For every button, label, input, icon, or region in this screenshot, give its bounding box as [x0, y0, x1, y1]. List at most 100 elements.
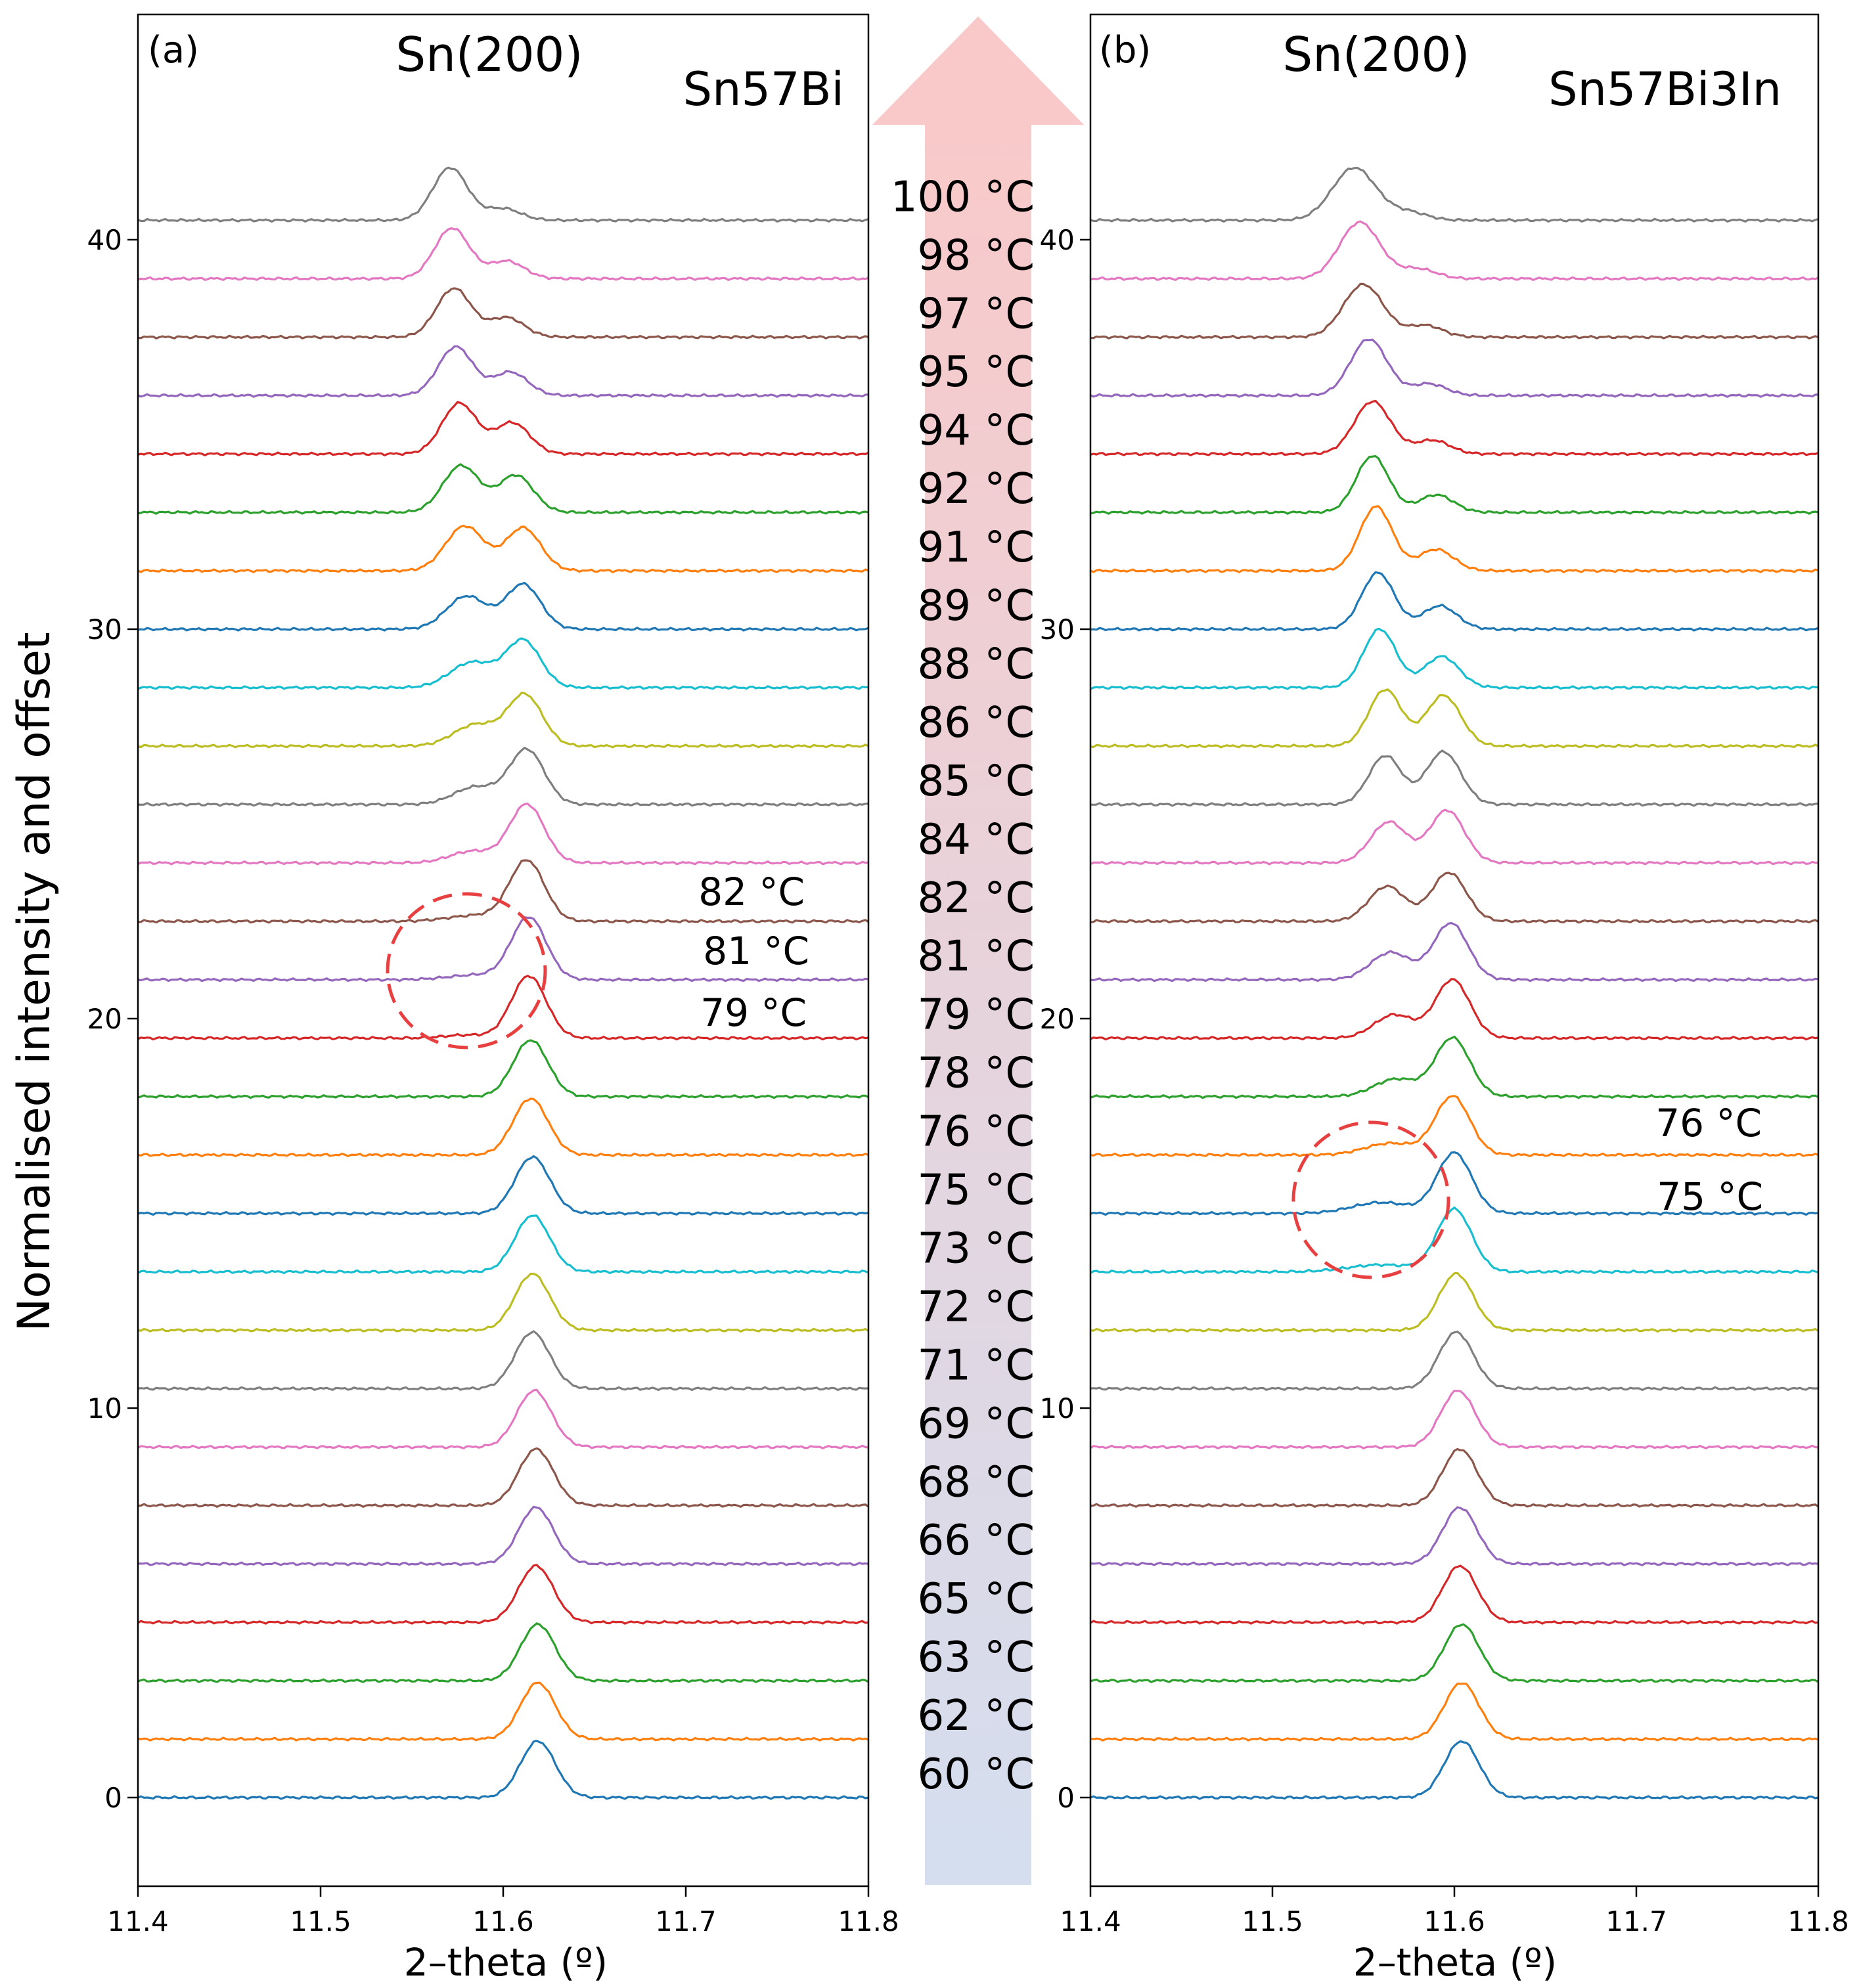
y-axis-label: Normalised intensity and offset — [9, 632, 60, 1331]
panel-b-series-62C — [1090, 1682, 1819, 1742]
panel-b-series-72C — [1090, 1271, 1819, 1333]
panel-a-xlabel: 2–theta (º) — [404, 1940, 608, 1985]
panel-a-series-68C — [137, 1447, 869, 1508]
panel-a-series-92C — [137, 463, 869, 515]
panel-a-annotation-82: 82 °C — [698, 870, 805, 914]
panel-a-series-88C — [137, 637, 869, 690]
panel-a-series-60C — [137, 1739, 869, 1800]
panel-a-series-79C — [137, 975, 869, 1041]
y-tick-label: 10 — [1040, 1392, 1075, 1425]
panel-b-series-89C — [1090, 571, 1819, 632]
temperature-label: 73 °C — [918, 1224, 1035, 1273]
temperature-label: 62 °C — [918, 1692, 1035, 1740]
panel-b-series-98C — [1090, 220, 1819, 281]
temperature-label: 71 °C — [918, 1341, 1035, 1390]
panel-a-sample-label: Sn57Bi — [683, 62, 844, 116]
panel-b-label: (b) — [1099, 29, 1151, 72]
panel-a-series-84C — [137, 803, 869, 866]
panel-a-series-65C — [137, 1564, 869, 1625]
panel-a-series-98C — [137, 227, 869, 281]
panel-a-series-91C — [137, 524, 869, 573]
temperature-label: 79 °C — [918, 991, 1035, 1040]
temperature-label: 68 °C — [918, 1458, 1035, 1507]
x-tick-label: 11.5 — [1242, 1905, 1303, 1937]
temperature-label: 72 °C — [918, 1283, 1035, 1331]
x-tick-label: 11.5 — [290, 1905, 351, 1937]
panel-a-series-89C — [137, 581, 869, 632]
panel-a-label: (a) — [148, 29, 199, 72]
panel-b-series-71C — [1090, 1331, 1819, 1391]
panel-b-series-69C — [1090, 1390, 1819, 1449]
temperature-label: 100 °C — [891, 173, 1035, 221]
panel-b-series-92C — [1090, 455, 1819, 515]
temperature-label: 82 °C — [918, 874, 1035, 923]
panel-b-series-63C — [1090, 1623, 1819, 1683]
panel-a-series-73C — [137, 1214, 869, 1275]
panel-b-series-65C — [1090, 1564, 1819, 1625]
panel-a-series-78C — [137, 1039, 869, 1099]
panel-b: 11.4 11.5 11.6 11.7 11.8 0 10 20 30 40 (b) Sn(200… — [1040, 13, 1849, 1985]
temperature-label: 69 °C — [918, 1400, 1035, 1448]
y-tick-label: 10 — [87, 1392, 122, 1425]
panel-b-series-100C — [1090, 166, 1819, 223]
temperature-label: 81 °C — [918, 933, 1035, 981]
temperature-label: 66 °C — [918, 1516, 1035, 1565]
panel-b-series-73C — [1090, 1206, 1819, 1275]
x-tick-label: 11.4 — [1060, 1905, 1121, 1937]
panel-b-axes: 11.4 11.5 11.6 11.7 11.8 0 10 20 30 40 — [1040, 13, 1849, 1937]
temperature-labels: 100 °C 98 °C 97 °C 95 °C 94 °C 92 °C 91 °C 89 °… — [891, 173, 1035, 1799]
y-tick-label: 20 — [1040, 1003, 1075, 1035]
panel-b-series-94C — [1090, 399, 1819, 456]
temperature-label: 85 °C — [918, 757, 1035, 806]
panel-a-annotation-81: 81 °C — [703, 929, 809, 973]
temperature-label: 89 °C — [918, 582, 1035, 630]
panel-b-series-76C — [1090, 1095, 1819, 1158]
y-tick-label: 0 — [104, 1782, 122, 1814]
panel-a-highlight-circle — [386, 892, 547, 1049]
panel-a-series-95C — [137, 345, 869, 398]
temperature-label: 97 °C — [918, 290, 1035, 338]
panel-a-series-62C — [137, 1681, 869, 1742]
temperature-label: 98 °C — [918, 231, 1035, 280]
panel-b-series-95C — [1090, 338, 1819, 398]
temperature-label: 75 °C — [918, 1166, 1035, 1215]
x-tick-label: 11.8 — [1787, 1905, 1849, 1937]
panel-b-sample-label: Sn57Bi3In — [1548, 62, 1782, 116]
y-tick-label: 20 — [87, 1003, 122, 1035]
panel-b-series-86C — [1090, 688, 1819, 749]
arrow-shaft — [925, 125, 1031, 1885]
panel-a-series-66C — [137, 1505, 869, 1566]
x-tick-label: 11.7 — [1605, 1905, 1667, 1937]
panel-b-series-78C — [1090, 1035, 1819, 1099]
panel-b-xlabel: 2–theta (º) — [1353, 1940, 1557, 1985]
panel-a-series-86C — [137, 692, 869, 749]
temperature-label: 95 °C — [918, 348, 1035, 397]
x-tick-label: 11.7 — [655, 1905, 717, 1937]
panel-b-series — [1090, 166, 1819, 1800]
y-tick-label: 40 — [87, 224, 122, 256]
temperature-label: 92 °C — [918, 465, 1035, 514]
x-tick-label: 11.6 — [1424, 1905, 1485, 1937]
temperature-label: 65 °C — [918, 1575, 1035, 1624]
panel-b-series-97C — [1090, 282, 1819, 340]
panel-b-series-68C — [1090, 1447, 1819, 1508]
panel-a-series-81C — [137, 916, 869, 983]
panel-a-series-75C — [137, 1155, 869, 1216]
panel-a-axes: 11.4 11.5 11.6 11.7 11.8 0 10 20 30 40 — [87, 13, 899, 1937]
temperature-label: 78 °C — [918, 1049, 1035, 1098]
panel-a-series-72C — [137, 1272, 869, 1333]
y-tick-label: 40 — [1040, 224, 1075, 256]
y-tick-label: 30 — [1040, 613, 1075, 646]
x-tick-label: 11.4 — [107, 1905, 169, 1937]
panel-a-annotation-79: 79 °C — [700, 990, 807, 1035]
panel-b-highlight-circle — [1291, 1120, 1450, 1279]
temperature-label: 84 °C — [918, 816, 1035, 864]
x-tick-label: 11.8 — [838, 1905, 899, 1937]
panel-a-series-94C — [137, 401, 869, 456]
y-tick-label: 30 — [87, 613, 122, 646]
panel-b-series-85C — [1090, 749, 1819, 807]
panel-b-series-82C — [1090, 872, 1819, 924]
temperature-label: 63 °C — [918, 1633, 1035, 1682]
panel-a-series-97C — [137, 287, 869, 340]
